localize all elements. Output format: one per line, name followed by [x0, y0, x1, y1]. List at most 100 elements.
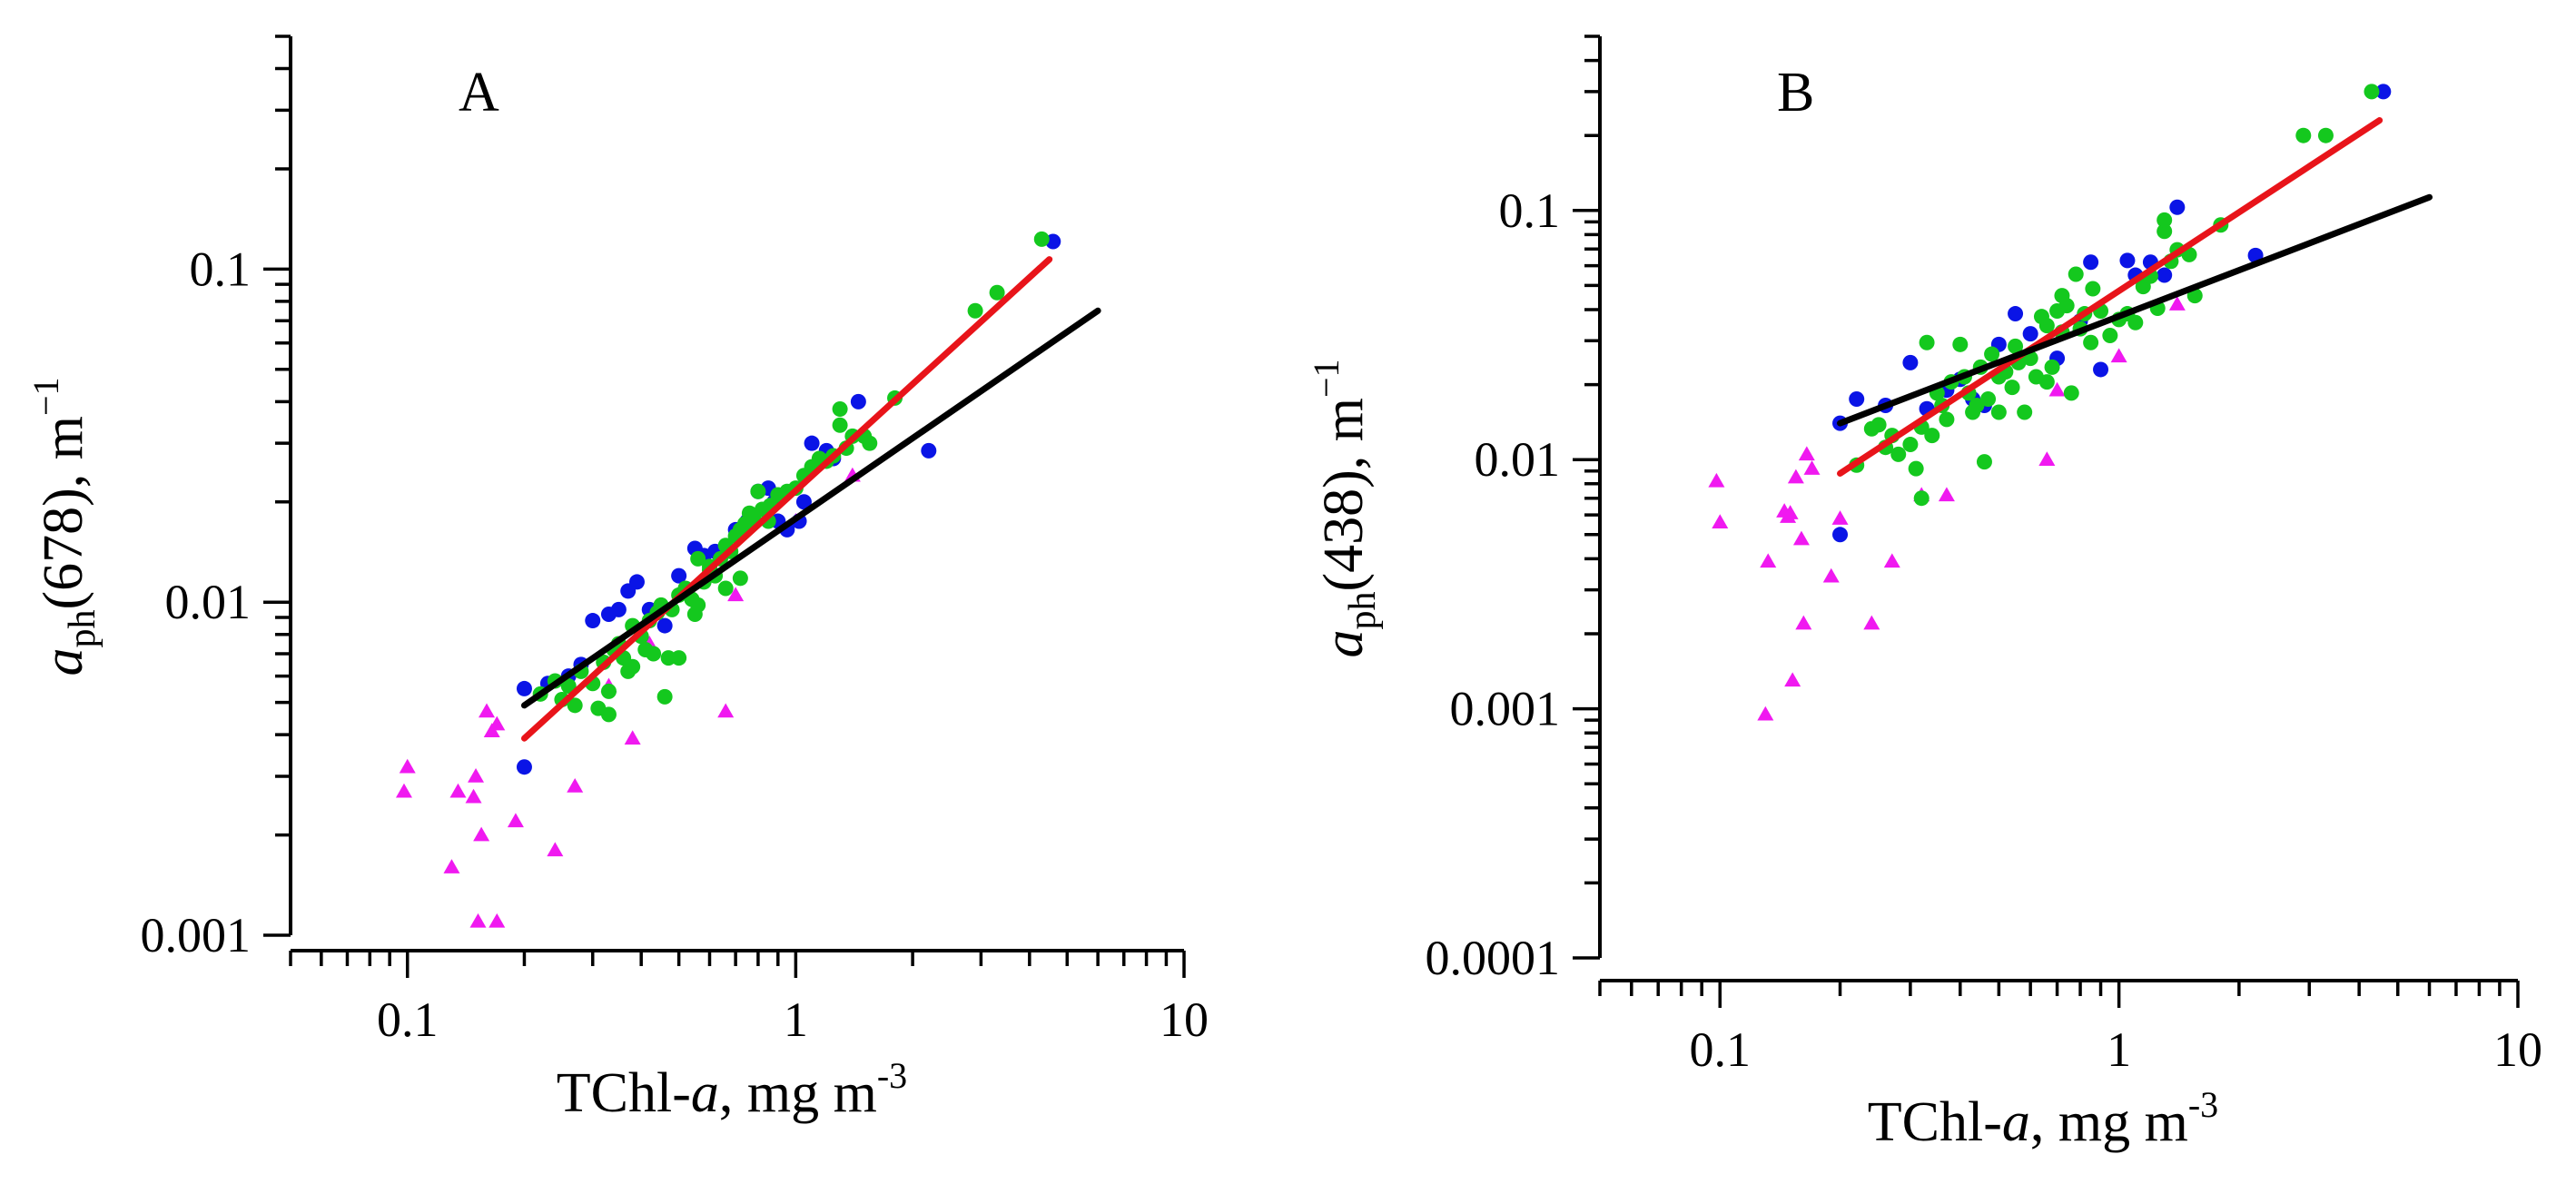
- data-point: [850, 393, 866, 409]
- data-point: [1832, 527, 1849, 543]
- data-point-triangle: [443, 859, 460, 873]
- data-point: [2364, 84, 2380, 100]
- data-point: [2008, 338, 2024, 354]
- data-point: [585, 613, 601, 629]
- data-point: [646, 646, 662, 662]
- data-point: [1913, 490, 1930, 507]
- data-point-triangle: [1757, 705, 1774, 721]
- data-point: [732, 570, 748, 587]
- panel-b-x-tick-label: 1: [2107, 1022, 2131, 1077]
- data-point: [1849, 391, 1865, 408]
- panel-b-fit-line-red: [1837, 117, 2384, 477]
- panel-b-y-axis-title: aph(438), m−1: [1306, 359, 1384, 657]
- panel-a-x-axis-title: TChl-a, mg m-3: [557, 1055, 907, 1124]
- panel-a-fit-lines: [520, 256, 1101, 742]
- data-point-triangle: [473, 826, 490, 842]
- data-point-triangle: [1798, 446, 1815, 461]
- data-point: [2044, 359, 2060, 375]
- data-point: [2093, 361, 2109, 378]
- data-point: [1952, 336, 1969, 352]
- data-point-triangle: [624, 730, 641, 745]
- data-point: [1870, 417, 1887, 433]
- data-point-triangle: [1760, 553, 1777, 568]
- data-point: [2157, 267, 2173, 283]
- data-point-triangle: [1781, 505, 1799, 519]
- data-point: [1919, 334, 1935, 350]
- panel-b-x-tick-label: 10: [2493, 1022, 2542, 1077]
- panel-a-x-tick-label: 1: [784, 992, 808, 1047]
- data-point: [2083, 254, 2099, 271]
- data-point-triangle: [507, 813, 524, 828]
- panel-a-y-tick-label: 0.1: [190, 242, 252, 296]
- data-point-triangle: [727, 587, 745, 602]
- data-point-triangle: [1708, 472, 1725, 488]
- data-point: [717, 580, 734, 597]
- data-point: [862, 435, 878, 451]
- data-point: [832, 401, 848, 418]
- data-point: [1976, 454, 1992, 470]
- data-point: [600, 706, 617, 723]
- data-point: [2317, 127, 2334, 143]
- data-point: [656, 688, 673, 705]
- data-point: [2008, 306, 2024, 322]
- data-point-triangle: [1863, 615, 1880, 630]
- panel-b-y-tick-label: 0.01: [1475, 432, 1561, 487]
- data-point-triangle: [489, 913, 506, 928]
- data-point: [1990, 404, 2007, 420]
- data-point: [2119, 252, 2136, 269]
- panel-b-fit-lines: [1837, 117, 2433, 477]
- panel-b-y-tick-label: 0.0001: [1426, 931, 1561, 985]
- panel-b-y-tick-label: 0.1: [1499, 183, 1561, 238]
- data-point: [1980, 391, 1997, 408]
- data-point: [1902, 354, 1919, 370]
- panel-a-y-axis-title: aph(678), m−1: [25, 377, 104, 676]
- data-point: [671, 650, 687, 666]
- data-point: [1908, 460, 1924, 477]
- panel-a-x-tick-label: 0.1: [377, 992, 439, 1047]
- data-point-triangle: [468, 767, 485, 783]
- data-point: [795, 494, 812, 510]
- data-point: [1033, 231, 1050, 247]
- data-point-triangle: [717, 703, 735, 718]
- panel-a-fit-line-black: [520, 307, 1101, 709]
- data-point-triangle: [469, 913, 487, 928]
- data-point: [625, 658, 641, 675]
- data-point-triangle: [1822, 567, 1840, 583]
- panel-a-x-tick-label: 10: [1160, 992, 1209, 1047]
- panel-b-y-tick-label: 0.001: [1450, 682, 1561, 736]
- data-point: [2169, 199, 2186, 215]
- data-point-triangle: [489, 715, 506, 731]
- data-point: [967, 302, 983, 319]
- data-point-triangle: [567, 777, 584, 793]
- data-point: [750, 483, 766, 499]
- data-point: [2068, 266, 2084, 282]
- data-point-triangle: [1787, 469, 1804, 484]
- data-point-triangle: [1883, 553, 1900, 568]
- data-point: [516, 759, 532, 775]
- data-point: [1969, 398, 1985, 414]
- data-point: [2004, 380, 2020, 396]
- data-point: [1984, 346, 2000, 362]
- data-point: [610, 601, 627, 617]
- data-point: [2022, 326, 2038, 342]
- data-point: [1890, 446, 1907, 462]
- data-point: [1939, 411, 1955, 428]
- data-point-triangle: [1792, 530, 1810, 546]
- data-point: [1902, 437, 1919, 453]
- data-point-triangle: [2110, 348, 2127, 363]
- data-point: [804, 435, 820, 451]
- data-point: [560, 678, 577, 695]
- data-point-triangle: [2168, 296, 2186, 311]
- data-point-triangle: [395, 783, 412, 798]
- data-point: [2102, 327, 2118, 343]
- panel-a-fit-line-red: [520, 256, 1053, 742]
- data-point: [686, 606, 703, 622]
- data-point: [1924, 428, 1940, 444]
- data-point-triangle: [449, 783, 467, 798]
- data-point: [2038, 318, 2055, 334]
- data-point: [516, 680, 532, 696]
- data-point-triangle: [1831, 510, 1849, 525]
- panel-b: 0.1 1 10 0.0001 0.001 0.01 0.1 B TChl-a, mg m-…: [1306, 35, 2542, 1153]
- data-point: [2127, 314, 2144, 331]
